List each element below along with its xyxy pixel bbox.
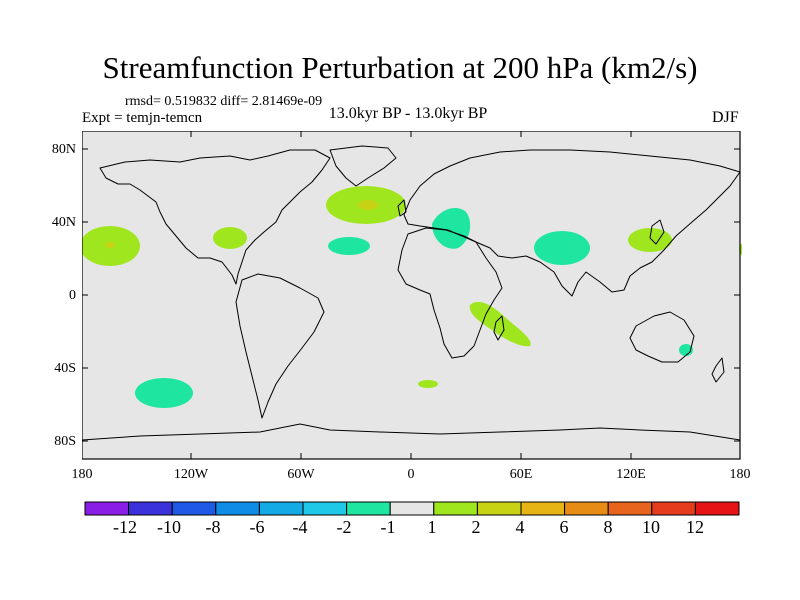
x-tick-label: 0 bbox=[407, 467, 415, 482]
x-tick-label: 120W bbox=[173, 467, 209, 482]
coastline-new-zealand bbox=[711, 357, 725, 383]
anomaly-south-atlantic bbox=[418, 380, 438, 388]
coastline-greenland bbox=[329, 145, 397, 187]
period-label: 13.0kyr BP - 13.0kyr BP bbox=[328, 105, 488, 122]
colorbar-swatch bbox=[520, 501, 566, 516]
colorbar-label: -1 bbox=[380, 517, 396, 537]
anomaly-south-asia bbox=[534, 231, 590, 265]
colorbar-label: -12 bbox=[113, 517, 137, 537]
colorbar bbox=[84, 501, 740, 516]
y-tick-label: 80S bbox=[54, 434, 76, 449]
map-plot bbox=[82, 131, 742, 460]
anomaly-regions bbox=[82, 186, 742, 408]
colorbar-label: 1 bbox=[427, 517, 437, 537]
coastline-eurasia bbox=[403, 149, 741, 297]
coastline-africa bbox=[397, 227, 503, 359]
anomaly-east-asia bbox=[628, 228, 672, 252]
colorbar-label: 8 bbox=[603, 517, 613, 537]
colorbar-swatch bbox=[128, 501, 173, 516]
y-tick-label: 40S bbox=[54, 361, 76, 376]
y-tick-label: 80N bbox=[51, 142, 76, 157]
anomaly-south-pacific bbox=[135, 378, 193, 408]
y-tick-label: 40N bbox=[51, 215, 76, 230]
colorbar-label: -8 bbox=[205, 517, 221, 537]
coastline-north-america bbox=[99, 149, 331, 285]
stats-label: rmsd= 0.519832 diff= 2.81469e-09 bbox=[125, 94, 323, 109]
season-label: DJF bbox=[712, 109, 739, 126]
colorbar-swatch bbox=[346, 501, 391, 516]
colorbar-swatch bbox=[651, 501, 696, 516]
anomaly-subtropical-atlantic bbox=[328, 237, 370, 255]
colorbar-label: -10 bbox=[157, 517, 181, 537]
colorbar-swatch bbox=[302, 501, 348, 516]
colorbar-swatch bbox=[564, 501, 609, 516]
anomaly-eastern-mediterranean bbox=[432, 207, 471, 249]
tick-marks bbox=[82, 131, 740, 459]
coastline-japan bbox=[649, 219, 665, 245]
x-tick-label: 180 bbox=[729, 467, 751, 482]
coastline-madagascar bbox=[493, 315, 505, 341]
colorbar-swatch bbox=[215, 501, 260, 516]
colorbar-swatch bbox=[476, 501, 522, 516]
map-background bbox=[82, 131, 740, 459]
colorbar-swatch bbox=[607, 501, 653, 516]
experiment-label: Expt = temjn-temcn bbox=[82, 110, 203, 126]
colorbar-swatch bbox=[433, 501, 478, 516]
colorbar-label: -6 bbox=[249, 517, 265, 537]
anomaly-east-africa bbox=[469, 301, 531, 347]
colorbar-label: -4 bbox=[292, 517, 308, 537]
anomaly-north-atlantic-core bbox=[358, 200, 378, 210]
colorbar-swatch bbox=[84, 501, 130, 516]
map-title: Streamfunction Perturbation at 200 hPa (… bbox=[102, 50, 698, 85]
colorbar-swatch bbox=[258, 501, 304, 516]
coastline-australia bbox=[629, 311, 695, 363]
colorbar-label: 10 bbox=[642, 517, 660, 537]
anomaly-north-pacific-core bbox=[105, 242, 115, 248]
x-tick-label: 60W bbox=[287, 467, 315, 482]
coastline-uk bbox=[397, 199, 407, 217]
colorbar-label: 6 bbox=[559, 517, 569, 537]
coastline-antarctica bbox=[82, 423, 741, 441]
colorbar-label: 2 bbox=[471, 517, 481, 537]
coastline-south-america bbox=[235, 273, 325, 419]
coastlines bbox=[82, 145, 741, 441]
x-tick-label: 180 bbox=[71, 467, 93, 482]
x-tick-label: 60E bbox=[509, 467, 533, 482]
colorbar-label: -2 bbox=[336, 517, 352, 537]
colorbar-label: 4 bbox=[515, 517, 525, 537]
colorbar-swatch bbox=[694, 501, 740, 516]
colorbar-label: 12 bbox=[686, 517, 704, 537]
x-tick-label: 120E bbox=[616, 467, 646, 482]
y-tick-label: 0 bbox=[69, 288, 76, 303]
anomaly-gulf-of-mexico bbox=[213, 227, 247, 249]
colorbar-swatch bbox=[389, 501, 435, 516]
colorbar-swatch bbox=[171, 501, 217, 516]
